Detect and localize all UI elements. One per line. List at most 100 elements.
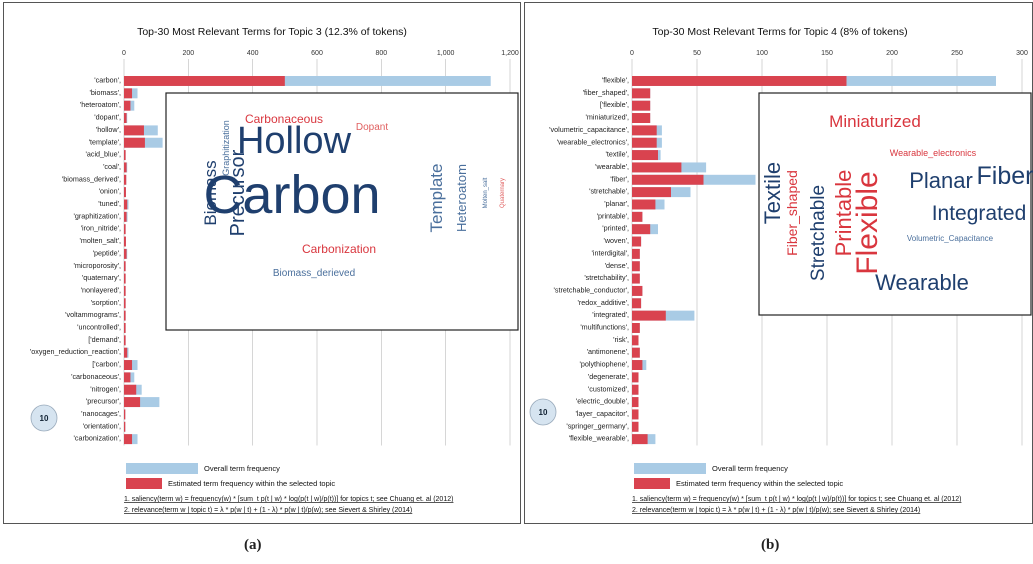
legend-estimated-label: Estimated term frequency within the sele… (168, 479, 335, 488)
legend-estimated-label: Estimated term frequency within the sele… (676, 479, 843, 488)
x-tick-label: 100 (756, 50, 768, 57)
wordcloud-word: Miniaturized (829, 112, 921, 131)
wordcloud-word: Biomass_derieved (273, 268, 355, 279)
term-label: 'stretchability', (584, 273, 629, 282)
x-tick-label: 0 (122, 50, 126, 57)
footnote: 2. relevance(term w | topic t) = λ * p(w… (632, 507, 920, 514)
footnote: 1. saliency(term w) = frequency(w) * [su… (632, 496, 961, 503)
term-label: 'planar', (604, 199, 629, 208)
estimated-frequency-bar (632, 137, 657, 148)
wordcloud-word: Quaternary (500, 178, 506, 208)
term-label: 'stretchable_conductor', (554, 285, 629, 294)
term-label: 'customized', (588, 384, 629, 393)
chart-title: Top-30 Most Relevant Terms for Topic 3 (… (137, 26, 407, 38)
estimated-frequency-bar (632, 224, 651, 235)
estimated-frequency-bar (124, 248, 127, 259)
wordcloud-word: Printable (831, 170, 856, 257)
term-label: 'acid_blue', (85, 150, 121, 159)
estimated-frequency-bar (124, 409, 126, 420)
term-label: 'dense', (605, 261, 629, 270)
term-label: 'antimonene', (587, 347, 629, 356)
term-label: 'volumetric_capacitance', (549, 125, 629, 134)
estimated-frequency-bar (124, 285, 126, 296)
term-label: 'redox_additive', (578, 298, 630, 307)
term-label: 'oxygen_reduction_reaction', (30, 347, 121, 356)
wordcloud-word: Wearable (875, 270, 969, 295)
term-label: 'springer_germany', (566, 421, 629, 430)
estimated-frequency-bar (124, 372, 131, 383)
legend-overall-swatch (126, 463, 198, 474)
estimated-frequency-bar (124, 323, 126, 333)
term-label: 'peptide', (93, 248, 121, 257)
term-label: 'wearable_electronics', (557, 137, 629, 146)
wordcloud-word: Graphitization (221, 120, 231, 176)
term-label: 'coal', (103, 162, 121, 171)
wordcloud-word: Carbonization (302, 242, 376, 256)
topic4-panel: Top-30 Most Relevant Terms for Topic 4 (… (524, 2, 1033, 524)
wordcloud-box (165, 92, 519, 331)
term-label: 'biomass', (89, 88, 121, 97)
estimated-frequency-bar (632, 298, 642, 309)
term-label: 'orientation', (83, 421, 121, 430)
wordcloud-word: Planar (909, 168, 973, 193)
term-label: 'template', (89, 137, 121, 146)
term-label: 'quaternary', (82, 273, 121, 282)
legend-overall-label: Overall term frequency (204, 464, 280, 473)
estimated-frequency-bar (632, 88, 651, 99)
lambda-circle (30, 404, 58, 432)
estimated-frequency-bar (124, 113, 127, 123)
wordcloud-word: Biomass (201, 160, 220, 225)
footnote: 1. saliency(term w) = frequency(w) * [su… (124, 496, 453, 503)
estimated-frequency-bar (632, 150, 658, 161)
estimated-frequency-bar (632, 347, 640, 358)
term-label: 'onion', (99, 187, 121, 196)
estimated-frequency-bar (632, 273, 640, 284)
wordcloud-word: Flexible (851, 171, 884, 274)
footnote: 2. relevance(term w | topic t) = λ * p(w… (124, 507, 412, 514)
term-label: 'nonlayered', (81, 285, 121, 294)
term-label: 'stretchable', (589, 187, 629, 196)
wordcloud-word: Wearable_electronics (890, 148, 977, 158)
term-label: 'electric_double', (576, 397, 629, 406)
x-tick-label: 0 (630, 50, 634, 57)
estimated-frequency-bar (124, 298, 126, 309)
x-tick-label: 600 (311, 50, 323, 57)
estimated-frequency-bar (632, 76, 847, 86)
overall-frequency-bar (124, 397, 160, 408)
term-label: 'nanocages', (81, 409, 121, 418)
term-label: 'woven', (603, 236, 629, 245)
legend-estimated-swatch (126, 478, 162, 489)
x-tick-label: 250 (951, 50, 963, 57)
lambda-value: 10 (539, 408, 548, 417)
term-label: ['flexible', (600, 100, 629, 109)
topic4-chart: Top-30 Most Relevant Terms for Topic 4 (… (529, 26, 1033, 514)
estimated-frequency-bar (632, 162, 682, 173)
estimated-frequency-bar (124, 150, 126, 161)
term-label: 'integrated', (592, 310, 629, 319)
estimated-frequency-bar (632, 211, 643, 222)
wordcloud-word: Hollow (237, 120, 352, 162)
estimated-frequency-bar (632, 285, 643, 296)
term-label: 'tuned', (98, 199, 121, 208)
term-label: 'fiber', (610, 174, 629, 183)
estimated-frequency-bar (632, 323, 640, 333)
wordcloud-box (758, 92, 1032, 316)
term-label: 'hollow', (96, 125, 121, 134)
term-label: 'dopant', (94, 113, 121, 122)
term-label: 'fiber_shaped', (583, 88, 629, 97)
term-label: 'interdigital', (591, 248, 629, 257)
term-label: 'printable', (597, 211, 629, 220)
estimated-frequency-bar (124, 335, 126, 346)
term-label: 'graphitization', (74, 211, 122, 220)
wordcloud-word: Carbon (203, 165, 380, 225)
estimated-frequency-bar (632, 384, 639, 395)
term-label: ['demand', (88, 335, 121, 344)
estimated-frequency-bar (632, 372, 639, 383)
estimated-frequency-bar (632, 434, 648, 445)
term-label: 'heteroatom', (80, 100, 121, 109)
wordcloud-word: Textile (760, 162, 785, 224)
estimated-frequency-bar (632, 248, 640, 259)
term-label: 'textile', (605, 150, 629, 159)
term-label: 'layer_capacitor', (576, 409, 629, 418)
term-label: 'flexible', (602, 76, 629, 85)
